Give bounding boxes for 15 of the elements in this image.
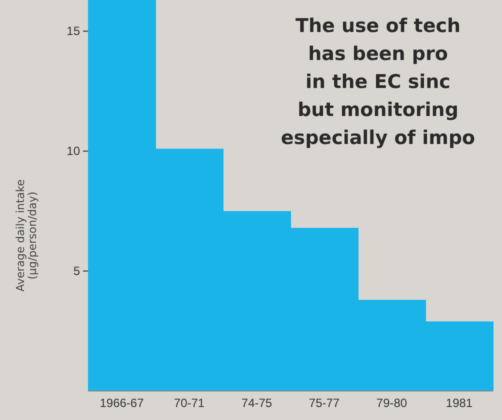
annotation: but monitoring bbox=[298, 99, 458, 121]
annotation: has been pro bbox=[308, 43, 448, 65]
y-tick-label: 5 bbox=[73, 264, 80, 278]
y-tick-label: 15 bbox=[66, 24, 80, 38]
x-tick-label: 74-75 bbox=[241, 396, 272, 410]
annotation: especially of impo bbox=[280, 127, 476, 149]
y-axis-title: Average daily intake (µg/person/day) bbox=[14, 179, 40, 292]
x-tick-label: 79-80 bbox=[376, 396, 408, 410]
annotation: The use of tech bbox=[295, 15, 461, 37]
annotation: in the EC sinc bbox=[306, 71, 450, 93]
x-tick-label: 75-77 bbox=[308, 396, 340, 410]
x-tick-label: 1981 bbox=[446, 396, 473, 410]
x-tick-label: 1966-67 bbox=[100, 396, 144, 410]
x-tick-label: 70-71 bbox=[174, 396, 205, 410]
y-tick-label: 10 bbox=[66, 144, 80, 158]
